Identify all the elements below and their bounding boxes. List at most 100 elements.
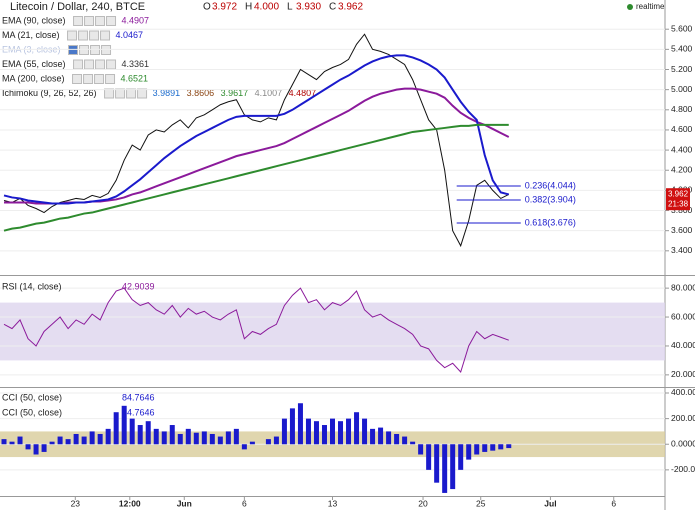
y-tick-label: 80.0000 <box>671 282 695 292</box>
control-button <box>106 16 117 26</box>
bar <box>346 418 352 445</box>
bar <box>434 444 440 483</box>
bar <box>233 428 239 445</box>
bar <box>394 433 400 445</box>
control-button <box>104 88 115 99</box>
bar <box>1 439 7 445</box>
bar <box>418 444 424 455</box>
time-label: 21:38 <box>668 199 689 208</box>
bar <box>490 444 496 451</box>
indicator-value: 3.8606 <box>187 88 215 98</box>
bar <box>193 432 199 445</box>
bar <box>386 431 392 445</box>
pane-title: CCI (50, close) <box>2 392 62 402</box>
bar <box>482 444 488 452</box>
bar <box>153 428 159 445</box>
bar <box>33 444 39 455</box>
bar <box>241 444 247 450</box>
y-tick-label: 60.0000 <box>671 311 695 321</box>
bar <box>289 408 295 445</box>
fib-label: 0.618(3.676) <box>525 217 576 227</box>
y-tick-label: 400.0000 <box>671 387 695 397</box>
indicator-value: 4.4907 <box>122 15 150 25</box>
x-tick-label: 20 <box>418 498 428 508</box>
series-line <box>3 54 510 205</box>
control-button <box>105 74 116 84</box>
x-tick-label: 13 <box>328 498 338 508</box>
y-tick-label: 4.200 <box>671 164 693 174</box>
price-marker <box>666 188 690 211</box>
control-button <box>73 59 84 70</box>
y-tick-label: 3.400 <box>671 245 693 255</box>
x-tick-label: 23 <box>71 498 81 508</box>
control-button <box>137 88 148 99</box>
bar <box>378 427 384 445</box>
y-tick-label: 0.0000 <box>671 438 695 448</box>
series-line <box>3 123 509 232</box>
indicator-value: 3.9617 <box>221 88 249 98</box>
x-tick-label: Jul <box>544 498 556 508</box>
bar <box>73 433 79 445</box>
control-button <box>83 74 94 84</box>
bar <box>89 431 95 445</box>
bar <box>474 444 480 455</box>
series-line <box>3 287 509 373</box>
bar <box>281 418 287 445</box>
indicator-value: 3.9891 <box>153 88 181 98</box>
bar <box>25 444 31 450</box>
ohlc-value: 3.962 <box>338 2 363 13</box>
price-label: 3.962 <box>668 189 689 198</box>
y-tick-label: 40.0000 <box>671 340 695 350</box>
bar <box>265 439 271 445</box>
bar <box>426 444 432 470</box>
bar <box>105 428 111 445</box>
pane-value: 84.7646 <box>122 392 155 402</box>
fib-label: 0.382(3.904) <box>525 194 576 204</box>
indicator-name: Ichimoku (9, 26, 52, 26) <box>2 88 97 98</box>
y-tick-label: 5.400 <box>671 44 693 54</box>
bar <box>354 412 360 445</box>
bar <box>113 412 119 445</box>
control-button <box>95 59 106 70</box>
ohlc-key: O <box>203 2 211 13</box>
control-button <box>89 30 100 41</box>
chart-title: Litecoin / Dollar, 240, BTCE <box>10 1 145 13</box>
bar <box>169 425 175 445</box>
bar <box>410 441 416 445</box>
control-button <box>84 16 95 26</box>
bar <box>466 444 472 460</box>
bar <box>330 418 335 445</box>
indicator-value: 4.1007 <box>255 88 283 98</box>
bar <box>458 444 464 470</box>
indicator-name: MA (21, close) <box>2 30 60 40</box>
bar <box>402 436 408 445</box>
bar <box>137 425 143 445</box>
bar <box>209 433 215 445</box>
control-button <box>101 45 112 55</box>
realtime: realtime <box>636 2 665 11</box>
y-tick-label: 5.000 <box>671 84 693 94</box>
x-tick-label: 6 <box>611 498 616 508</box>
control-button <box>115 88 126 99</box>
bar <box>57 436 63 445</box>
control-button <box>84 59 95 70</box>
control-button <box>90 45 101 55</box>
x-tick-label: 12:00 <box>119 498 141 508</box>
bar <box>217 436 223 445</box>
series-line <box>3 33 509 248</box>
bar <box>65 439 71 445</box>
bar <box>450 444 456 490</box>
indicator-name: MA (200, close) <box>2 73 65 83</box>
y-tick-label: 3.600 <box>671 225 693 235</box>
control-button <box>95 16 106 26</box>
ohlc-value: 3.972 <box>212 2 237 13</box>
ohlc-key: L <box>287 2 293 13</box>
bar <box>297 403 303 445</box>
bar <box>177 433 183 445</box>
control-button <box>67 30 78 41</box>
ohlc-value: 3.930 <box>296 2 321 13</box>
indicator-value: 4.3361 <box>122 59 150 69</box>
bar <box>225 431 231 445</box>
indicator-name: EMA (55, close) <box>2 59 66 69</box>
